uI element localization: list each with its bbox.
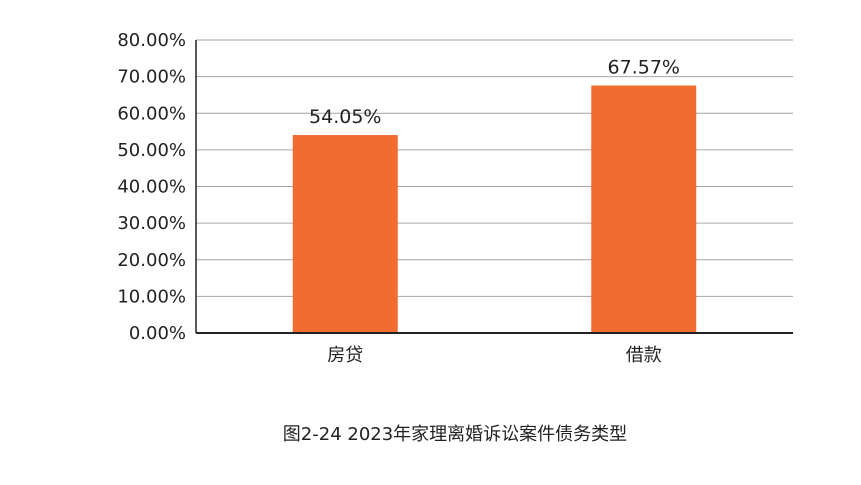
data-label: 54.05% bbox=[309, 106, 381, 128]
axes bbox=[195, 40, 793, 334]
data-label: 67.57% bbox=[608, 57, 680, 79]
y-tick-label: 0.00% bbox=[129, 323, 186, 344]
y-tick-label: 40.00% bbox=[117, 177, 186, 198]
y-tick-label: 60.00% bbox=[117, 103, 186, 124]
y-tick-label: 80.00% bbox=[117, 30, 186, 51]
x-category-label: 房贷 bbox=[327, 345, 363, 366]
gridlines bbox=[196, 39, 793, 297]
bar bbox=[292, 135, 398, 333]
y-tick-label: 20.00% bbox=[117, 250, 186, 271]
y-tick-label: 50.00% bbox=[117, 140, 186, 161]
labels: 0.00% 10.00% 20.00% 30.00% 40.00% 50.00% 60.00… bbox=[117, 30, 680, 366]
figure-caption: 图2-24 2023年家理离婚诉讼案件债务类型 bbox=[282, 424, 628, 445]
y-tick-label: 10.00% bbox=[117, 286, 186, 307]
bars bbox=[292, 85, 697, 333]
bar bbox=[591, 85, 697, 333]
y-tick-label: 30.00% bbox=[117, 213, 186, 234]
y-tick-label: 70.00% bbox=[117, 67, 186, 88]
x-category-label: 借款 bbox=[626, 345, 662, 366]
